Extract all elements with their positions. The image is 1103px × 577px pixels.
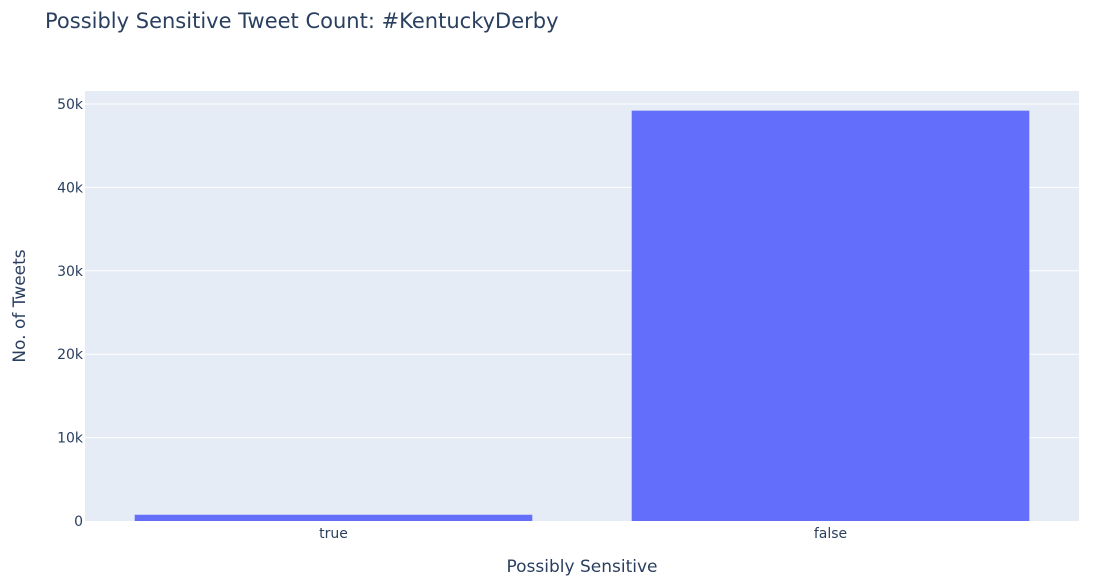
y-tick-label: 40k [57,180,84,196]
x-tick-label: true [319,526,348,542]
x-axis-title: Possibly Sensitive [507,557,658,577]
x-axis-tick-labels: true false [319,526,847,542]
y-tick-label: 50k [57,97,84,113]
y-tick-label: 0 [74,514,83,530]
y-axis-title: No. of Tweets [10,249,30,362]
x-tick-label: false [814,526,847,542]
bars [134,110,1030,521]
y-tick-label: 20k [57,347,84,363]
y-tick-label: 30k [57,264,84,280]
y-axis-tick-labels: 0 10k 20k 30k 40k 50k [57,97,84,530]
bar-true[interactable] [134,514,533,521]
y-tick-label: 10k [57,431,84,447]
bar-false[interactable] [631,110,1030,521]
chart-title: Possibly Sensitive Tweet Count: #Kentuck… [45,9,559,33]
